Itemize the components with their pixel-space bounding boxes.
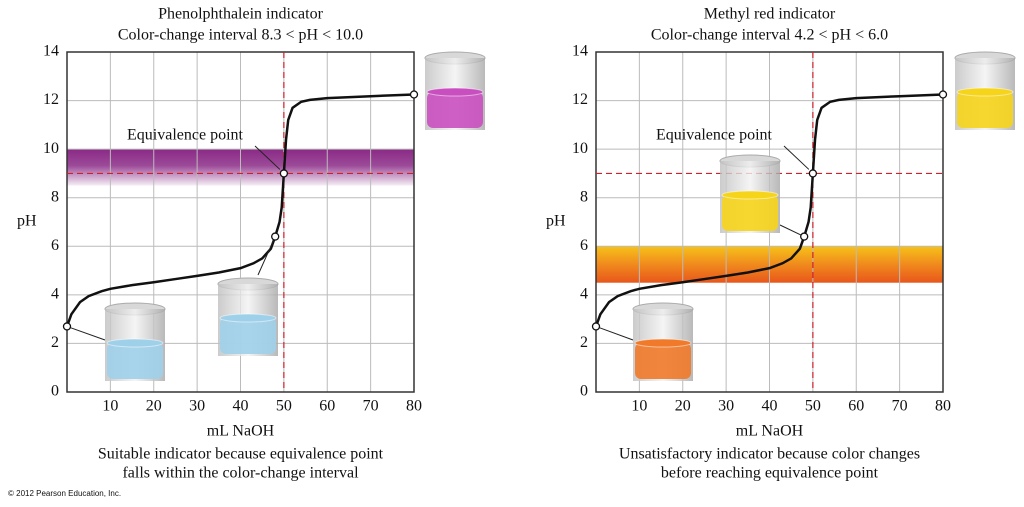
y-tick-label: 10	[43, 140, 59, 157]
marker	[808, 169, 818, 178]
y-tick-label: 4	[580, 286, 588, 303]
y-tick-label: 2	[51, 334, 59, 351]
leader	[66, 325, 106, 341]
liquid-top	[721, 190, 779, 200]
liquid-top	[219, 313, 277, 323]
credit: © 2012 Pearson Education, Inc.	[8, 489, 121, 498]
annotation-arrow	[783, 145, 810, 170]
beaker-liquid	[635, 343, 691, 379]
y-tick-label: 2	[580, 334, 588, 351]
marker	[271, 232, 280, 241]
liquid-top	[634, 338, 692, 348]
x-axis-label: mL NaOH	[207, 423, 275, 440]
y-tick-label: 8	[51, 188, 59, 205]
x-tick-label: 60	[848, 398, 864, 415]
liquid-top	[956, 87, 1014, 97]
y-tick-label: 12	[43, 91, 59, 108]
x-tick-label: 70	[892, 398, 908, 415]
x-tick-label: 50	[805, 398, 821, 415]
y-tick-label: 0	[580, 383, 588, 400]
titration-curve	[594, 93, 944, 327]
marker	[800, 232, 809, 241]
caption: before reaching equivalence point	[661, 465, 879, 482]
caption: Unsatisfactory indicator because color c…	[619, 446, 920, 463]
annotation: Equivalence point	[656, 127, 773, 144]
x-tick-label: 70	[363, 398, 379, 415]
x-tick-label: 40	[233, 398, 249, 415]
annotation: Equivalence point	[127, 127, 244, 144]
y-tick-label: 8	[580, 188, 588, 205]
marker	[279, 169, 289, 178]
y-axis-label: pH	[546, 213, 566, 230]
beaker-liquid	[957, 92, 1013, 128]
y-tick-label: 6	[51, 237, 59, 254]
x-tick-label: 10	[102, 398, 118, 415]
beaker-liquid	[220, 318, 276, 354]
x-tick-label: 40	[762, 398, 778, 415]
plot-frame	[595, 51, 944, 393]
y-tick-label: 0	[51, 383, 59, 400]
annotation-arrow	[254, 145, 281, 170]
y-tick-label: 4	[51, 286, 59, 303]
x-tick-label: 80	[406, 398, 422, 415]
x-tick-label: 80	[935, 398, 951, 415]
beaker-liquid	[427, 92, 483, 128]
x-tick-label: 60	[319, 398, 335, 415]
y-tick-label: 14	[43, 43, 59, 60]
y-tick-label: 6	[580, 237, 588, 254]
marker	[62, 322, 72, 331]
marker	[409, 90, 419, 99]
x-tick-label: 10	[631, 398, 647, 415]
beaker-liquid	[107, 343, 163, 379]
marker	[591, 322, 601, 331]
liquid-top	[426, 87, 484, 97]
marker	[938, 90, 948, 99]
chart-title: Color-change interval 4.2 < pH < 6.0	[651, 27, 888, 44]
y-axis-label: pH	[17, 213, 37, 230]
x-tick-label: 20	[146, 398, 162, 415]
leader	[257, 236, 276, 276]
x-axis-label: mL NaOH	[736, 423, 804, 440]
chart-title: Color-change interval 8.3 < pH < 10.0	[118, 27, 363, 44]
chart-title: Phenolphthalein indicator	[158, 6, 324, 23]
x-tick-label: 30	[718, 398, 734, 415]
y-tick-label: 10	[572, 140, 588, 157]
leader	[595, 325, 634, 341]
leader	[779, 224, 805, 238]
y-tick-label: 14	[572, 43, 588, 60]
y-tick-label: 12	[572, 91, 588, 108]
titration-curve	[65, 93, 415, 327]
chart-title: Methyl red indicator	[704, 6, 836, 23]
x-tick-label: 20	[675, 398, 691, 415]
x-tick-label: 50	[276, 398, 292, 415]
beaker-liquid	[722, 195, 778, 231]
x-tick-label: 30	[189, 398, 205, 415]
caption: falls within the color-change interval	[122, 465, 359, 482]
liquid-top	[106, 338, 164, 348]
caption: Suitable indicator because equivalence p…	[98, 446, 384, 463]
plot-frame	[66, 51, 415, 393]
